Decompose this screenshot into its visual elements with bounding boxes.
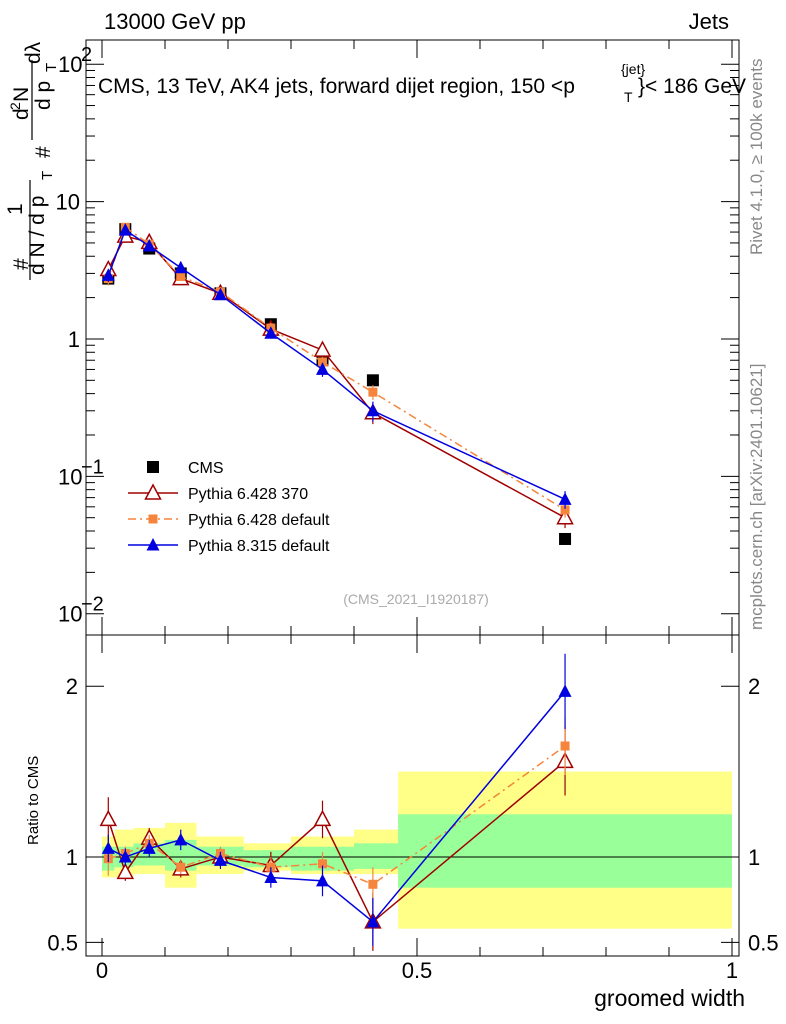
data-point-p6_370 — [313, 340, 332, 357]
main-series — [99, 222, 574, 545]
header-left: 13000 GeV pp — [104, 9, 246, 34]
ylabel-d2n-n: N — [10, 87, 33, 102]
y-tick-label: 10 — [58, 52, 82, 77]
ylabel-dlambda: dλ — [22, 41, 45, 64]
data-point-p8 — [213, 287, 227, 301]
ratio-point-p8 — [264, 870, 278, 883]
ratio-series — [99, 653, 574, 951]
ratio-y-tick-label: 1 — [66, 845, 78, 870]
y-tick-exponent: 2 — [81, 44, 92, 66]
data-point-cms — [559, 532, 572, 545]
data-point-p8 — [174, 260, 188, 274]
ratio-point-p6_default — [560, 741, 570, 751]
x-tick-label: 1 — [726, 958, 738, 983]
main-ylabel: # 1 d N / d p T # d 2 N d p T dλ — [4, 41, 60, 280]
legend-label: CMS — [188, 460, 224, 477]
ratio-point-p6_default — [368, 879, 378, 889]
header-right: Jets — [689, 9, 729, 34]
x-tick-label: 0.5 — [402, 958, 433, 983]
ratio-ylabel: Ratio to CMS — [25, 756, 42, 845]
title-main: CMS, 13 TeV, AK4 jets, forward dijet reg… — [98, 75, 575, 98]
ratio-y-tick-label: 0.5 — [47, 930, 78, 955]
ratio-y-tick-label: 2 — [66, 674, 78, 699]
side-text-rivet: Rivet 4.1.0, ≥ 100k events — [747, 59, 766, 255]
ratio-point-p8 — [366, 914, 380, 928]
ratio-point-p6_370 — [99, 809, 118, 827]
ylabel-one: 1 — [4, 203, 27, 215]
ratio-y-tick-label-right: 2 — [748, 674, 760, 699]
ratio-point-p8 — [316, 873, 329, 887]
plot-title: CMS, 13 TeV, AK4 jets, forward dijet reg… — [98, 61, 746, 105]
data-point-p6_default — [176, 271, 186, 281]
ratio-point-p8 — [213, 853, 227, 866]
ratio-point-p6_default — [318, 859, 327, 869]
x-axis-label: groomed width — [594, 985, 745, 1011]
data-point-p8 — [264, 326, 278, 339]
ylabel-hash: # — [10, 258, 33, 270]
data-point-p8 — [316, 362, 329, 375]
ratio-y-tick-label-right: 1 — [748, 845, 760, 870]
ratio-point-p6_370 — [116, 862, 135, 880]
ylabel-hash2: # — [32, 146, 55, 158]
data-point-p8 — [101, 268, 115, 281]
data-point-p8 — [366, 403, 380, 417]
x-tick-label: 0 — [96, 958, 108, 983]
ratio-point-p8 — [558, 684, 572, 697]
ylabel-dpt-t: T — [43, 63, 60, 72]
legend-marker-p8 — [146, 538, 160, 551]
title-sup: {jet} — [621, 61, 645, 77]
ylabel-t-sub: T — [39, 171, 56, 180]
legend-marker-cms — [147, 461, 159, 473]
ratio-line-p6_default — [108, 745, 566, 886]
title-sub: T — [624, 89, 633, 105]
ratio-y-tick-label-right: 0.5 — [748, 930, 779, 955]
ratio-point-p8 — [142, 841, 156, 854]
ratio-point-p8 — [118, 849, 132, 863]
data-point-p8 — [558, 492, 572, 505]
band-inner — [354, 843, 399, 869]
main-frame — [85, 39, 740, 636]
ratio-point-p8 — [174, 832, 188, 846]
y-tick-exponent: −1 — [81, 456, 104, 478]
ylabel-dpt: d p — [32, 81, 55, 110]
data-point-p8 — [118, 223, 132, 236]
ratio-point-p6_default — [176, 862, 186, 872]
legend-marker-p6_default — [148, 514, 158, 524]
data-point-p6_default — [560, 505, 570, 515]
data-point-cms — [366, 374, 379, 387]
y-tick-label: 1 — [68, 327, 80, 352]
ylabel-dn: d N / d p — [26, 196, 49, 275]
y-tick-exponent: −2 — [81, 594, 104, 616]
legend-label: Pythia 6.428 default — [188, 512, 330, 529]
side-text-mcplots: mcplots.cern.ch [arXiv:2401.10621] — [747, 364, 766, 630]
y-tick-label: 10 — [58, 602, 82, 627]
ratio-point-p6_370 — [313, 809, 332, 827]
watermark: (CMS_2021_I1920187) — [343, 591, 489, 607]
title-end: }< 186 GeV — [638, 75, 746, 98]
y-tick-label: 10 — [56, 190, 80, 215]
legend-marker-p6_370 — [144, 483, 162, 500]
legend-label: Pythia 8.315 default — [188, 538, 330, 555]
legend-label: Pythia 6.428 370 — [188, 486, 308, 503]
band-inner — [398, 814, 732, 888]
legend: CMS Pythia 6.428 370 Pythia 6.428 default P… — [128, 460, 330, 555]
data-point-p6_default — [318, 357, 327, 367]
data-point-p6_default — [368, 387, 378, 397]
ylabel-d2n-d: d — [10, 108, 33, 120]
ylabel-d2n-two: 2 — [7, 102, 23, 110]
y-tick-label: 10 — [58, 464, 82, 489]
ratio-point-p8 — [101, 841, 115, 854]
data-point-p8 — [142, 238, 156, 252]
ratio-bands — [86, 771, 739, 929]
ratio-frame — [85, 634, 740, 957]
